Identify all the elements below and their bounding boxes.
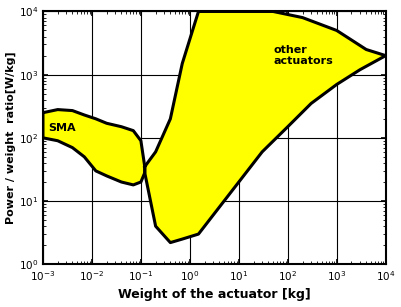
Text: SMA: SMA [49,122,76,133]
Polygon shape [43,110,145,185]
X-axis label: Weight of the actuator [kg]: Weight of the actuator [kg] [118,289,311,301]
Polygon shape [145,11,386,243]
Y-axis label: Power / weight  ratio[W/kg]: Power / weight ratio[W/kg] [6,52,16,224]
Text: other
actuators: other actuators [273,45,333,66]
